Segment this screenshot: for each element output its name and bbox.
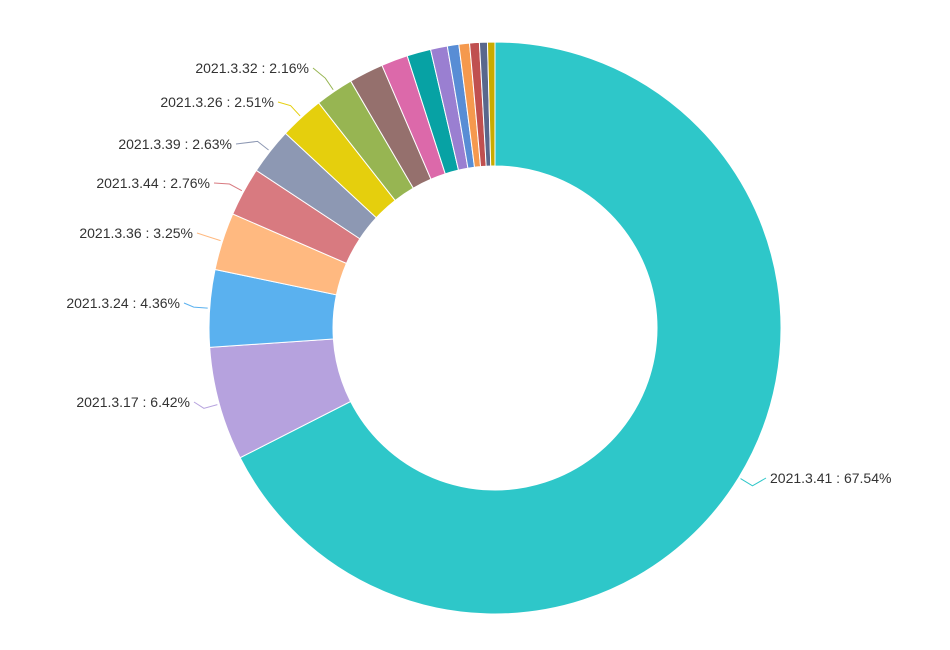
slice-label-2021-3-36: 2021.3.36 : 3.25%: [79, 225, 193, 241]
slice-label-2021-3-32: 2021.3.32 : 2.16%: [195, 60, 309, 76]
slices-layer: [208, 41, 782, 615]
leader-line-2021-3-39: [235, 140, 269, 151]
leader-line-2021-3-44: [213, 182, 243, 192]
donut-slice-2021-3-41[interactable]: [239, 41, 782, 615]
slice-label-2021-3-24: 2021.3.24 : 4.36%: [66, 295, 180, 311]
slice-label-2021-3-17: 2021.3.17 : 6.42%: [76, 394, 190, 410]
leader-line-2021-3-41: [740, 477, 767, 487]
slice-label-2021-3-39: 2021.3.39 : 2.63%: [118, 136, 232, 152]
leader-line-2021-3-36: [196, 232, 221, 242]
slice-label-2021-3-44: 2021.3.44 : 2.76%: [96, 175, 210, 191]
donut-slice-16[interactable]: [486, 41, 496, 167]
leader-line-2021-3-32: [312, 67, 334, 91]
leader-lines-layer: [183, 67, 767, 487]
leader-line-2021-3-26: [277, 101, 301, 117]
slice-label-2021-3-26: 2021.3.26 : 2.51%: [160, 94, 274, 110]
labels-layer: 2021.3.41 : 67.54% 2021.3.17 : 6.42% 2021.…: [66, 60, 891, 486]
leader-line-2021-3-24: [183, 302, 208, 309]
leader-line-2021-3-17: [193, 401, 218, 409]
slice-label-2021-3-41: 2021.3.41 : 67.54%: [770, 470, 891, 486]
